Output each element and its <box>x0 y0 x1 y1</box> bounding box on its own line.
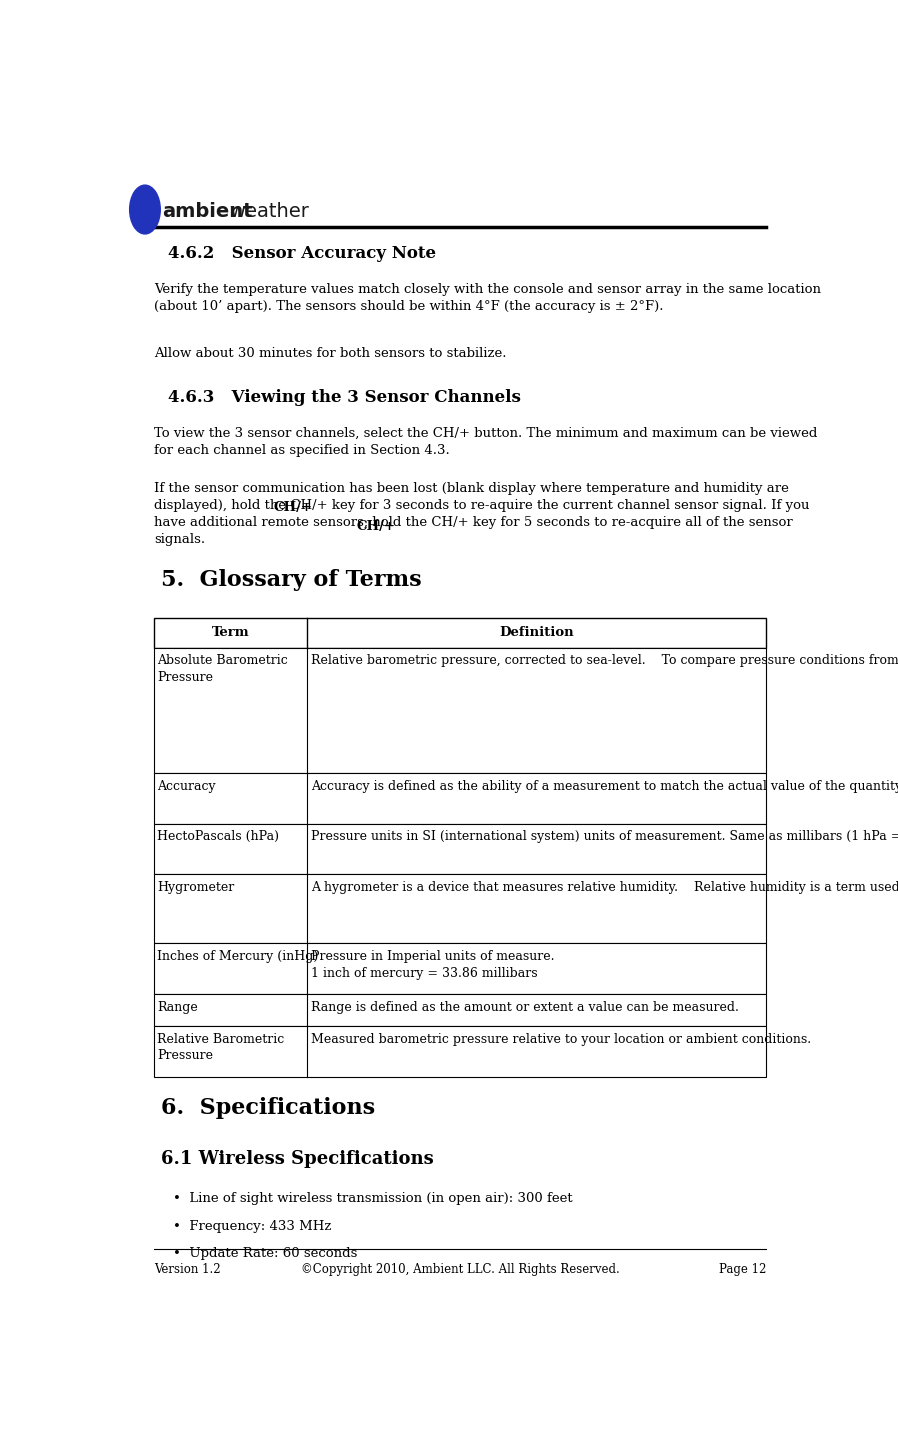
Text: ambient: ambient <box>163 202 253 220</box>
Bar <box>154 618 766 648</box>
Text: Accuracy is defined as the ability of a measurement to match the actual value of: Accuracy is defined as the ability of a … <box>311 780 898 793</box>
Text: Pressure units in SI (international system) units of measurement. Same as millib: Pressure units in SI (international syst… <box>311 830 898 843</box>
Text: A hygrometer is a device that measures relative humidity.    Relative humidity i: A hygrometer is a device that measures r… <box>311 880 898 893</box>
Text: ©Copyright 2010, Ambient LLC. All Rights Reserved.: ©Copyright 2010, Ambient LLC. All Rights… <box>301 1262 620 1275</box>
Text: Verify the temperature values match closely with the console and sensor array in: Verify the temperature values match clos… <box>154 282 821 313</box>
Text: CH/+: CH/+ <box>357 520 395 533</box>
Text: Allow about 30 minutes for both sensors to stabilize.: Allow about 30 minutes for both sensors … <box>154 347 506 360</box>
Text: Relative barometric pressure, corrected to sea-level.    To compare pressure con: Relative barometric pressure, corrected … <box>311 654 898 667</box>
Text: If the sensor communication has been lost (blank display where temperature and h: If the sensor communication has been los… <box>154 483 809 546</box>
Text: Absolute Barometric
Pressure: Absolute Barometric Pressure <box>157 654 288 684</box>
Text: HectoPascals (hPa): HectoPascals (hPa) <box>157 830 279 843</box>
Bar <box>154 1026 766 1076</box>
Text: Range is defined as the amount or extent a value can be measured.: Range is defined as the amount or extent… <box>311 1000 738 1013</box>
Text: 5.  Glossary of Terms: 5. Glossary of Terms <box>161 569 421 591</box>
Text: Pressure in Imperial units of measure.
1 inch of mercury = 33.86 millibars: Pressure in Imperial units of measure. 1… <box>311 950 554 980</box>
Text: 4.6.2   Sensor Accuracy Note: 4.6.2 Sensor Accuracy Note <box>168 245 436 262</box>
Text: 6.1 Wireless Specifications: 6.1 Wireless Specifications <box>161 1150 434 1167</box>
Text: Version 1.2: Version 1.2 <box>154 1262 221 1275</box>
Text: •  Line of sight wireless transmission (in open air): 300 feet: • Line of sight wireless transmission (i… <box>173 1192 573 1205</box>
Bar <box>154 648 766 772</box>
Circle shape <box>129 184 160 233</box>
Text: Range: Range <box>157 1000 198 1013</box>
Bar <box>154 824 766 875</box>
Text: Page 12: Page 12 <box>719 1262 766 1275</box>
Bar <box>154 875 766 944</box>
Text: Measured barometric pressure relative to your location or ambient conditions.: Measured barometric pressure relative to… <box>311 1033 811 1046</box>
Text: CH/+: CH/+ <box>273 501 313 514</box>
Text: 4.6.3   Viewing the 3 Sensor Channels: 4.6.3 Viewing the 3 Sensor Channels <box>168 389 521 406</box>
Text: •  Frequency: 433 MHz: • Frequency: 433 MHz <box>173 1219 332 1232</box>
Text: Inches of Mercury (inHg): Inches of Mercury (inHg) <box>157 950 319 963</box>
Bar <box>154 994 766 1026</box>
Text: Term: Term <box>212 627 250 640</box>
Bar <box>154 944 766 994</box>
Text: weather: weather <box>229 202 309 220</box>
Text: To view the 3 sensor channels, select the CH/+ button. The minimum and maximum c: To view the 3 sensor channels, select th… <box>154 427 817 457</box>
Text: Accuracy: Accuracy <box>157 780 216 793</box>
Text: Relative Barometric
Pressure: Relative Barometric Pressure <box>157 1033 285 1062</box>
Bar <box>154 772 766 824</box>
Text: 6.  Specifications: 6. Specifications <box>161 1097 375 1118</box>
Text: Hygrometer: Hygrometer <box>157 880 234 893</box>
Text: •  Update Rate: 60 seconds: • Update Rate: 60 seconds <box>173 1248 358 1261</box>
Text: Definition: Definition <box>499 627 574 640</box>
